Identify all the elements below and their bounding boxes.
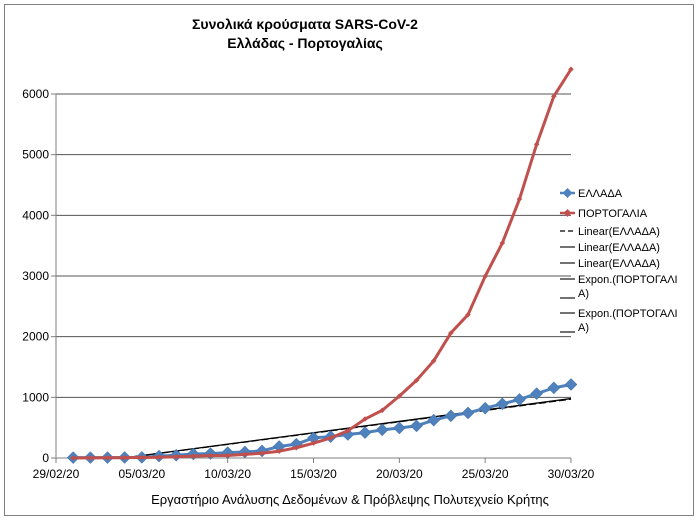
chart-title-block: Συνολικά κρούσματα SARS-CoV-2 Ελλάδας - … <box>0 15 610 53</box>
series-point-1 <box>427 413 441 427</box>
y-tick-label: 4000 <box>22 208 49 222</box>
series-point-2 <box>568 66 574 73</box>
y-tick-label: 1000 <box>22 390 49 404</box>
series-point-2 <box>310 440 317 446</box>
chart-frame <box>4 4 694 516</box>
series-point-1 <box>392 421 406 435</box>
y-tick-label: 3000 <box>22 269 49 283</box>
series-point-1 <box>513 393 526 406</box>
series-point-2 <box>104 454 111 461</box>
series-point-2 <box>87 455 94 461</box>
series-point-2 <box>413 377 420 384</box>
x-tick-label: 10/03/20 <box>204 467 251 481</box>
series-point-2 <box>224 452 231 459</box>
series-point-1 <box>564 378 578 391</box>
series-point-2 <box>276 448 283 455</box>
series-point-1 <box>375 423 389 437</box>
x-tick-label: 20/03/20 <box>376 467 423 481</box>
legend-swatch-marker <box>562 188 573 198</box>
legend-label: ΠΟΡΤΟΓΑΛΙΑ <box>578 208 648 220</box>
legend-swatch-marker <box>563 209 572 217</box>
chart-footer: Εργαστήριο Ανάλυσης Δεδομένων & Πρόβλεψη… <box>151 492 549 507</box>
legend-label: Linear(ΕΛΛΑΔΑ) <box>578 242 660 254</box>
series-point-2 <box>379 407 386 414</box>
series-point-1 <box>410 419 423 433</box>
series-point-2 <box>516 196 523 202</box>
series-point-2 <box>482 273 489 280</box>
series-point-2 <box>293 444 300 451</box>
series-point-1 <box>461 406 475 420</box>
legend-label: Α) <box>578 288 589 300</box>
y-tick-label: 0 <box>42 451 49 465</box>
series-point-1 <box>495 397 509 411</box>
series-point-2 <box>121 454 128 461</box>
series-point-2 <box>70 455 77 461</box>
legend-label: ΕΛΛΑΔΑ <box>578 188 623 200</box>
series-line-2 <box>73 68 573 460</box>
chart-subtitle: Ελλάδας - Πορτογαλίας <box>227 35 383 51</box>
series-point-2 <box>259 450 265 457</box>
trendline-2 <box>118 397 572 458</box>
series-point-2 <box>465 311 471 318</box>
x-tick-label: 30/03/20 <box>548 467 595 481</box>
chart-title: Συνολικά κρούσματα SARS-CoV-2 <box>192 16 418 32</box>
series-point-1 <box>358 426 372 439</box>
x-tick-label: 15/03/20 <box>290 467 337 481</box>
y-tick-label: 2000 <box>22 330 49 344</box>
series-point-1 <box>547 381 561 395</box>
series-point-2 <box>362 416 368 422</box>
legend-label: Expon.(ΠΟΡΤΟΓΑΛΙ <box>578 274 678 286</box>
series-point-2 <box>138 454 145 461</box>
series-point-2 <box>156 454 162 461</box>
series-point-2 <box>344 427 351 434</box>
series-point-2 <box>533 141 540 148</box>
series-point-1 <box>530 387 544 400</box>
legend-label: Expon.(ΠΟΡΤΟΓΑΛΙ <box>578 308 678 320</box>
x-tick-label: 05/03/20 <box>118 467 165 481</box>
series-point-2 <box>499 240 506 246</box>
series-point-2 <box>447 330 454 336</box>
x-tick-label: 25/03/20 <box>462 467 509 481</box>
legend-label: Linear(ΕΛΛΑΔΑ) <box>578 226 660 238</box>
series-point-2 <box>173 453 180 460</box>
series-point-2 <box>241 451 248 458</box>
series-point-2 <box>190 453 197 460</box>
legend-label: Linear(ΕΛΛΑΔΑ) <box>578 258 660 270</box>
series-point-1 <box>444 409 458 423</box>
y-tick-label: 5000 <box>22 148 49 162</box>
x-tick-label: 29/02/20 <box>33 467 80 481</box>
series-point-2 <box>396 393 403 399</box>
series-line-1 <box>73 383 572 460</box>
series-point-1 <box>478 401 492 415</box>
series-point-2 <box>207 452 214 459</box>
series-point-2 <box>327 435 334 441</box>
y-tick-label: 6000 <box>22 87 49 101</box>
series-point-2 <box>550 93 557 100</box>
legend-label: Α) <box>578 322 589 334</box>
series-point-2 <box>430 358 437 364</box>
